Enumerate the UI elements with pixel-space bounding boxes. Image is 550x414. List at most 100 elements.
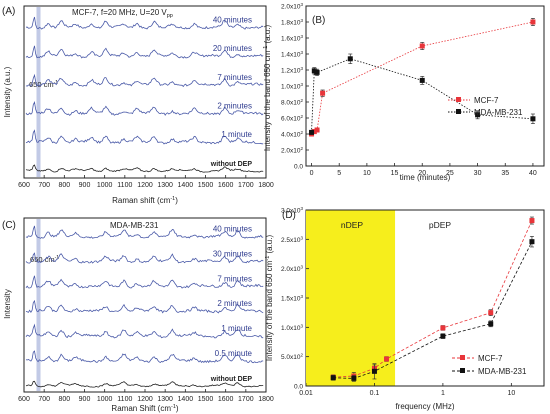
x-tick-label: 600 bbox=[18, 396, 30, 403]
panel-a-xlabel: Raman shift (cm-1) bbox=[112, 196, 178, 205]
x-tick-label: 1100 bbox=[117, 396, 132, 403]
panel-d-xlabel: frequency (MHz) bbox=[395, 402, 454, 411]
panel-b-ylabel: Intensity of the band 650 cm-1 (a.u.) bbox=[263, 25, 272, 152]
y-tick-label: 1.6x103 bbox=[281, 34, 304, 43]
trace-label: 40 minutes bbox=[213, 225, 252, 234]
y-tick-label: 1.2x103 bbox=[281, 66, 304, 75]
x-tick-label: 900 bbox=[79, 396, 91, 403]
spectrum-trace bbox=[25, 164, 264, 173]
x-tick-label: 5 bbox=[337, 170, 341, 177]
x-tick-label: 1200 bbox=[137, 396, 153, 403]
mda-data-point bbox=[371, 368, 377, 374]
x-tick-label: 35 bbox=[501, 170, 509, 177]
panel-b-legend-label-mda: MDA-MB-231 bbox=[474, 108, 523, 117]
panel-c-x-axis: 600 700 800 900 1000 1100 1200 1300 1400 1500 1600… bbox=[18, 389, 274, 403]
panel-d-legend-label-mda: MDA-MB-231 bbox=[478, 367, 527, 376]
mcf7-data-point bbox=[488, 310, 494, 316]
mcf7-data-point bbox=[529, 218, 535, 224]
spectrum-trace bbox=[25, 252, 264, 264]
y-tick-label: 0.0 bbox=[294, 384, 303, 391]
spectrum-trace bbox=[25, 16, 264, 30]
y-tick-label: 6.0x102 bbox=[281, 114, 304, 123]
panel-a-header: MCF-7, f=20 MHz, U=20 Vpp bbox=[72, 8, 173, 19]
trace-label: 40 minutes bbox=[213, 16, 252, 25]
panel-a-spectra bbox=[25, 16, 264, 173]
x-tick-label: 1400 bbox=[178, 396, 194, 403]
trace-label: 30 minutes bbox=[213, 250, 252, 259]
panel-c-header: MDA-MB-231 bbox=[110, 221, 159, 230]
x-tick-label: 800 bbox=[58, 182, 70, 189]
panel-c-plot-frame bbox=[23, 217, 267, 393]
mcf7-data-point bbox=[440, 325, 446, 331]
panel-a-plot-frame bbox=[23, 5, 267, 179]
x-tick-label: 1200 bbox=[137, 182, 153, 189]
panel-d-legend-label-mcf7: MCF-7 bbox=[478, 354, 503, 363]
panel-c-spectra bbox=[25, 225, 264, 388]
panel-d-axes: 0.0 5.0x102 1.0x103 1.5x103 2.0x103 2.5x103 3.… bbox=[281, 206, 515, 397]
trace-label: 1 minute bbox=[221, 130, 252, 139]
x-tick-label: 1000 bbox=[97, 182, 113, 189]
x-tick-label: 1700 bbox=[238, 182, 254, 189]
x-tick-label: 1300 bbox=[157, 396, 173, 403]
panel-c: (C) MDA-MB-231 Intensity Raman Shift (cm… bbox=[2, 217, 274, 413]
mda-data-point bbox=[530, 116, 536, 122]
mcf7-data-point bbox=[311, 129, 317, 135]
mcf7-data-point bbox=[384, 356, 390, 362]
x-tick-label: 1300 bbox=[157, 182, 173, 189]
panel-d-legend-marker-mda bbox=[460, 368, 465, 373]
panel-b-label: (B) bbox=[312, 15, 325, 26]
panel-a: (A) MCF-7, f=20 MHz, U=20 Vpp Intensity … bbox=[2, 5, 274, 205]
spectrum-trace bbox=[25, 380, 264, 388]
mda-data-point bbox=[311, 68, 317, 74]
panel-b: (B) Intensity of the band 650 cm-1 (a.u.… bbox=[263, 2, 545, 182]
x-tick-label: 700 bbox=[38, 396, 50, 403]
panel-a-x-axis: 600 700 800 900 1000 1100 1200 1300 1400 1500 1600… bbox=[18, 175, 274, 189]
mda-data-point bbox=[330, 375, 336, 381]
mda-data-point bbox=[419, 77, 425, 83]
panel-d: (D) nDEP pDEP Intensity of the band 650 … bbox=[265, 206, 545, 411]
x-tick-label: 1600 bbox=[218, 182, 234, 189]
panel-c-peak-marker bbox=[36, 219, 41, 391]
panel-b-legend-marker-mda bbox=[456, 109, 461, 114]
panel-d-region-right-label: pDEP bbox=[429, 220, 452, 230]
mcf7-data-point bbox=[314, 127, 320, 133]
spectrum-trace bbox=[25, 225, 264, 239]
x-tick-label: 10 bbox=[363, 170, 371, 177]
y-tick-label: 2.5x103 bbox=[281, 235, 304, 244]
spectrum-trace bbox=[25, 275, 264, 289]
x-tick-label: 1500 bbox=[198, 182, 214, 189]
y-tick-label: 1.5x103 bbox=[281, 294, 304, 303]
x-tick-label: 700 bbox=[38, 182, 50, 189]
x-tick-label: 1700 bbox=[238, 396, 254, 403]
trace-label: 0.5 minute bbox=[215, 349, 253, 358]
y-tick-label: 2.0x103 bbox=[281, 265, 304, 274]
mcf7-data-point bbox=[419, 43, 425, 49]
panel-a-ylabel: Intensity (a.u.) bbox=[3, 66, 12, 117]
spectrum-trace bbox=[25, 129, 264, 145]
trace-label: 7 minutes bbox=[217, 274, 252, 283]
y-tick-label: 0.0 bbox=[294, 164, 303, 171]
trace-label: 2 minutes bbox=[217, 299, 252, 308]
trace-label: 1 minute bbox=[221, 324, 252, 333]
mda-series-line bbox=[333, 241, 533, 379]
mda-data-point bbox=[440, 333, 446, 339]
x-tick-label: 0 bbox=[310, 170, 314, 177]
panel-b-plot-frame bbox=[305, 5, 545, 167]
x-tick-label: 600 bbox=[18, 182, 30, 189]
panel-b-legend-label-mcf7: MCF-7 bbox=[474, 96, 499, 105]
x-tick-label: 800 bbox=[58, 396, 70, 403]
x-tick-label: 1500 bbox=[198, 396, 214, 403]
x-tick-label: 1100 bbox=[117, 182, 132, 189]
y-tick-label: 1.8x103 bbox=[281, 18, 304, 27]
trace-label: 7 minutes bbox=[217, 73, 252, 82]
trace-label: without DEP bbox=[210, 376, 253, 383]
y-tick-label: 5.0x102 bbox=[281, 353, 304, 362]
x-tick-label: 20 bbox=[418, 170, 426, 177]
panel-d-legend: MCF-7 MDA-MB-231 bbox=[452, 354, 527, 376]
mcf7-data-point bbox=[530, 19, 536, 25]
panel-a-trace-labels: 40 minutes 20 minutes 7 minutes 2 minutes 1 … bbox=[210, 16, 253, 168]
panel-b-legend-marker-mcf7 bbox=[456, 97, 461, 102]
panel-b-axes: 0.0 2.0x102 4.0x102 6.0x102 8.0x102 1.0x103 1.… bbox=[281, 2, 537, 177]
x-tick-label: 1 bbox=[441, 390, 445, 397]
spectrum-trace bbox=[25, 101, 264, 116]
